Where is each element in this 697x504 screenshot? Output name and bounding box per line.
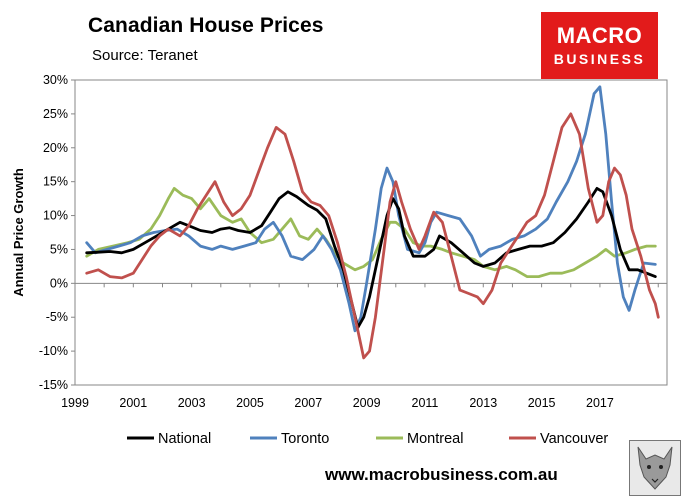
plot-area [85, 85, 660, 360]
x-tick-label: 2017 [586, 396, 614, 410]
x-tick-label: 2013 [469, 396, 497, 410]
x-tick-label: 2003 [178, 396, 206, 410]
footer-url: www.macrobusiness.com.au [325, 465, 558, 484]
chart-axes: -15% -10% -5% 0% 5% 10% 15% 20% 25% 30% 1999 2001 20… [11, 73, 668, 410]
series-line-toronto [85, 85, 657, 333]
wolf-emblem-icon [629, 440, 681, 496]
y-tick-label: 10% [43, 209, 68, 223]
x-tick-label: 2005 [236, 396, 264, 410]
series-line-vancouver [85, 112, 660, 360]
chart-legend: National Toronto Montreal Vancouver [127, 431, 608, 447]
y-tick-label: 20% [43, 141, 68, 155]
y-tick-label: -5% [46, 310, 68, 324]
chart-subtitle: Source: Teranet [92, 47, 198, 64]
x-tick-label: 2001 [119, 396, 147, 410]
plot-border [74, 79, 668, 386]
x-tick-label: 2011 [412, 396, 439, 410]
y-tick-label: 15% [43, 175, 68, 189]
legend-label-national: National [158, 431, 211, 447]
x-tick-label: 2009 [353, 396, 381, 410]
series-line-national [85, 187, 657, 329]
x-tick-label: 2015 [528, 396, 556, 410]
macrobusiness-logo: MACRO BUSINESS [541, 12, 658, 79]
legend-label-montreal: Montreal [407, 431, 463, 447]
series-line-montreal [85, 187, 657, 278]
y-tick-label: -10% [39, 344, 68, 358]
legend-label-vancouver: Vancouver [540, 431, 608, 447]
y-axis-label: Annual Price Growth [11, 168, 26, 297]
legend-label-toronto: Toronto [281, 431, 329, 447]
y-tick-label: 0% [50, 276, 68, 290]
logo-line-2: BUSINESS [553, 51, 646, 67]
y-tick-label: 5% [50, 242, 68, 256]
chart-title: Canadian House Prices [88, 14, 324, 37]
y-tick-label: -15% [39, 378, 68, 392]
y-tick-label: 25% [43, 107, 68, 121]
x-tick-label: 1999 [61, 396, 89, 410]
y-tick-label: 30% [43, 73, 68, 87]
logo-line-1: MACRO [556, 23, 643, 48]
x-tick-label: 2007 [294, 396, 322, 410]
